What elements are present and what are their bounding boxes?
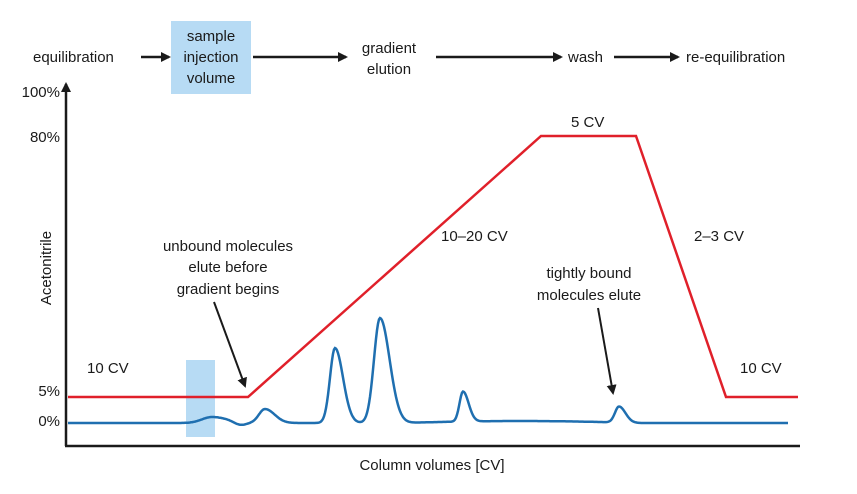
segment-label-end: 10 CV bbox=[740, 360, 782, 377]
acetonitrile-gradient-line bbox=[68, 134, 798, 399]
segment-label-start: 10 CV bbox=[87, 360, 129, 377]
annotation-tight-line-1: tightly bound bbox=[546, 265, 631, 282]
segment-label-wash: 5 CV bbox=[571, 114, 604, 131]
step-sample-line-1: sample bbox=[187, 28, 235, 45]
x-axis-label: Column volumes [CV] bbox=[359, 457, 504, 474]
injection-band bbox=[186, 360, 215, 437]
y-tick-80: 80% bbox=[30, 129, 60, 146]
y-axis-label: Acetonitrile bbox=[38, 231, 55, 305]
annotation-tight-line-2: molecules elute bbox=[537, 287, 641, 304]
annotation-unbound-arrow bbox=[213, 301, 247, 388]
y-tick-5: 5% bbox=[38, 383, 60, 400]
chromatogram-signal-line bbox=[68, 316, 788, 427]
y-tick-0: 0% bbox=[38, 413, 60, 430]
annotation-unbound-line-1: unbound molecules bbox=[163, 238, 293, 255]
step-sample-line-2: injection bbox=[183, 49, 238, 66]
annotation-unbound-line-3: gradient begins bbox=[177, 281, 280, 298]
step-wash: wash bbox=[567, 49, 603, 66]
segment-label-gradient: 10–20 CV bbox=[441, 228, 508, 245]
annotation-tight-arrow bbox=[597, 307, 617, 395]
step-gradient-line-1: gradient bbox=[362, 40, 417, 57]
segment-label-return: 2–3 CV bbox=[694, 228, 744, 245]
step-gradient-line-2: elution bbox=[367, 61, 411, 78]
sample-injection-highlight bbox=[171, 21, 251, 94]
step-equilibration: equilibration bbox=[33, 49, 114, 66]
annotation-unbound-line-2: elute before bbox=[188, 259, 267, 276]
y-tick-100: 100% bbox=[22, 84, 60, 101]
step-reequilibration: re-equilibration bbox=[686, 49, 785, 66]
step-sample-line-3: volume bbox=[187, 70, 235, 87]
